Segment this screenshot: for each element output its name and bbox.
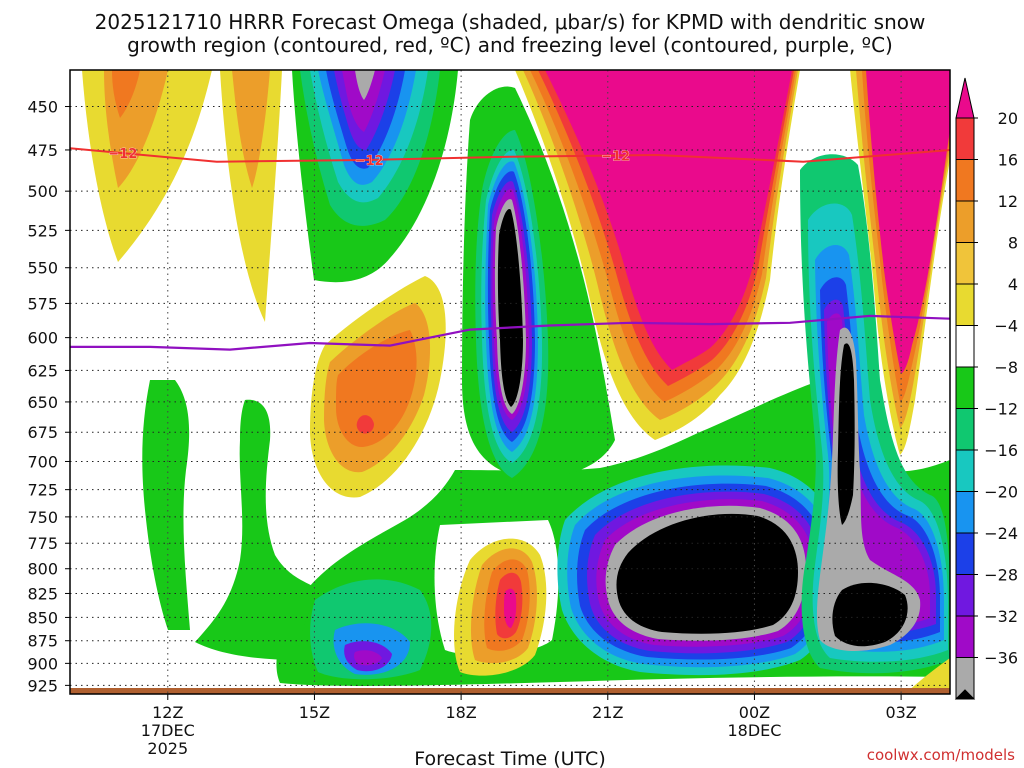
y-tick-label: 725	[27, 481, 58, 500]
y-tick-label: 450	[27, 98, 58, 117]
x-tick-sublabel: 17DEC	[141, 721, 195, 740]
colorbar-label: −24	[984, 524, 1018, 543]
dgz-contour-label: −12	[108, 147, 137, 162]
colorbar-swatch	[955, 200, 975, 243]
dgz-contour-label: −12	[601, 149, 630, 164]
colorbar-label: 12	[998, 192, 1018, 211]
colorbar-swatch	[954, 689, 976, 700]
x-tick-label: 18Z	[445, 703, 476, 722]
colorbar-label: −16	[984, 441, 1018, 460]
omega-ascent-corner	[905, 658, 950, 694]
plot-frame	[69, 69, 951, 695]
y-tick-label: 875	[27, 632, 58, 651]
colorbar-label: 16	[998, 151, 1018, 170]
y-tick-label: 825	[27, 584, 58, 603]
colorbar-label: −4	[994, 317, 1018, 336]
omega-upper-lobe	[220, 70, 282, 322]
y-tick-label: 700	[27, 452, 58, 471]
y-tick-label: 600	[27, 329, 58, 348]
colorbar-swatch	[955, 242, 975, 285]
gridlines	[70, 70, 950, 694]
terrain-strip	[70, 688, 950, 694]
x-tick-label: 15Z	[299, 703, 330, 722]
omega-descent-column	[355, 70, 375, 100]
y-tick-label: 550	[27, 259, 58, 278]
colorbar-label: −36	[984, 649, 1018, 668]
dgz-contour-labels: −12 −12 −12	[108, 147, 630, 169]
omega-descent-region	[354, 650, 382, 666]
x-tick-label: 00Z	[739, 703, 770, 722]
colorbar-swatch	[955, 574, 975, 617]
colorbar-swatch	[955, 532, 975, 575]
freezing-level-line	[70, 314, 950, 351]
colorbar-swatch	[955, 283, 975, 326]
omega-core-02z	[837, 343, 855, 525]
y-tick-label: 750	[27, 508, 58, 527]
y-tick-label: 475	[27, 141, 58, 160]
y-tick-label: 650	[27, 393, 58, 412]
dgz-contour-label: −12	[355, 154, 384, 169]
colorbar-label: −28	[984, 566, 1018, 585]
chart-title-line-2: growth region (contoured, red, ºC) and f…	[127, 33, 893, 57]
colorbar-swatch	[955, 77, 975, 119]
y-tick-label: 675	[27, 423, 58, 442]
colorbar-swatch	[955, 615, 975, 658]
x-axis-label: Forecast Time (UTC)	[414, 748, 605, 768]
colorbar-swatch	[955, 491, 975, 534]
omega-descent-streak	[195, 399, 318, 660]
omega-ascent-blob	[504, 588, 517, 628]
x-tick-sublabel: 18DEC	[727, 721, 781, 740]
colorbar-label: −20	[984, 483, 1018, 502]
colorbar: 20 16 12 8 4 −4 −8 −12 −16 −20 −24 −28 −32 −36	[954, 77, 1018, 700]
y-tick-label: 800	[27, 560, 58, 579]
y-tick-label: 850	[27, 608, 58, 627]
omega-neutral-gap	[800, 70, 856, 150]
colorbar-label: −12	[984, 400, 1018, 419]
dgz-contour-line	[70, 147, 950, 163]
colorbar-label: 20	[998, 109, 1018, 128]
colorbar-swatch	[955, 366, 975, 409]
colorbar-label: −8	[994, 358, 1018, 377]
colorbar-swatch	[955, 325, 975, 368]
omega-descent-streak	[142, 380, 190, 630]
colorbar-label: −32	[984, 607, 1018, 626]
colorbar-label: 8	[1008, 234, 1018, 253]
y-tick-label: 775	[27, 534, 58, 553]
colorbar-swatch	[955, 408, 975, 451]
omega-ascent-blob	[356, 415, 374, 434]
y-tick-label: 525	[27, 221, 58, 240]
omega-core-00z	[616, 513, 798, 634]
omega-core-02z	[832, 582, 908, 647]
colorbar-label: 4	[1008, 275, 1018, 294]
y-tick-label: 575	[27, 294, 58, 313]
x-tick-sublabel: 2025	[147, 739, 188, 758]
omega-upper-lobe	[232, 70, 270, 188]
omega-ascent-region	[866, 70, 950, 374]
x-tick-label: 21Z	[592, 703, 623, 722]
plot-area: −12 −12 −12	[70, 70, 950, 694]
colorbar-swatch	[955, 117, 975, 160]
y-tick-label: 925	[27, 676, 58, 695]
credit-link[interactable]: coolwx.com/models	[867, 746, 1015, 764]
y-tick-label: 900	[27, 654, 58, 673]
omega-ascent-region	[545, 70, 792, 370]
colorbar-swatch	[955, 159, 975, 202]
omega-upper-lobe	[112, 70, 140, 118]
omega-ascent-blob	[336, 330, 417, 448]
y-tick-label: 500	[27, 182, 58, 201]
y-tick-label: 625	[27, 361, 58, 380]
chart-title-line-1: 2025121710 HRRR Forecast Omega (shaded, …	[95, 10, 926, 34]
x-tick-label: 12Z	[152, 703, 183, 722]
y-axis: 450 475 500 525 550 575 600 625 650 675 700 725 750 7…	[27, 98, 70, 695]
colorbar-swatch	[955, 449, 975, 492]
omega-descent-column	[342, 70, 385, 132]
omega-core-19z	[497, 209, 523, 407]
x-tick-label: 03Z	[885, 703, 916, 722]
